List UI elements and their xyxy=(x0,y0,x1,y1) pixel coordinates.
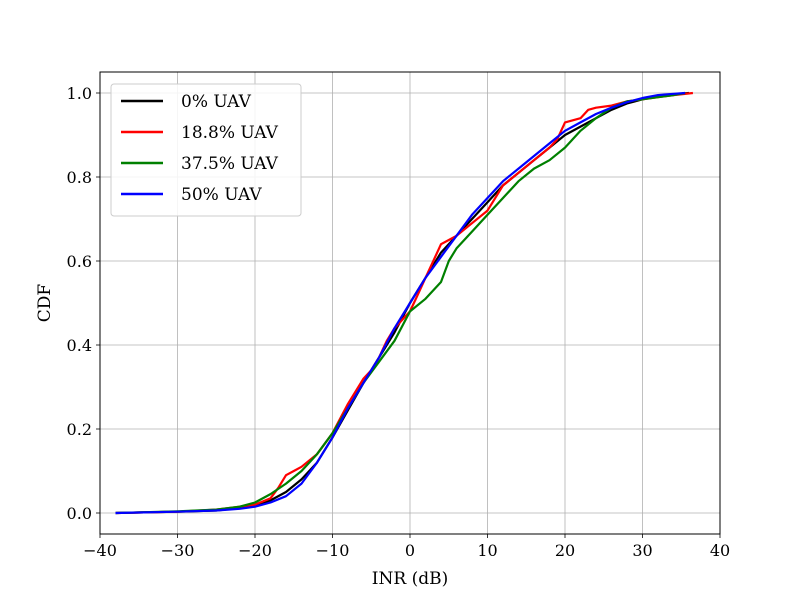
y-tick-label: 0.0 xyxy=(67,504,92,523)
legend-label: 0% UAV xyxy=(181,92,252,112)
y-tick-label: 0.8 xyxy=(67,168,92,187)
y-tick-label: 0.6 xyxy=(67,252,92,271)
legend-label: 50% UAV xyxy=(181,185,262,205)
x-tick-label: 30 xyxy=(632,541,652,560)
x-axis-label: INR (dB) xyxy=(372,569,448,589)
x-tick-label: −30 xyxy=(161,541,195,560)
y-axis-label: CDF xyxy=(35,284,55,323)
series-layer xyxy=(115,91,694,515)
legend-box xyxy=(110,83,302,217)
x-tick-label: −20 xyxy=(238,541,272,560)
series-line-3 xyxy=(115,91,686,515)
x-tick-label: 0 xyxy=(405,541,415,560)
series-line-2 xyxy=(115,91,686,515)
legend: 0% UAV 18.8% UAV 37.5% UAV 50% UAV xyxy=(110,83,302,217)
x-tick-label: −10 xyxy=(316,541,350,560)
series-line-0 xyxy=(115,91,690,515)
y-tick-label: 0.2 xyxy=(67,420,92,439)
legend-label: 18.8% UAV xyxy=(181,123,279,143)
ticks: −40 −30 −20 −10 0 10 20 30 40 0.0 0.2 0.4 0.6 0.8 1.0 xyxy=(67,84,731,560)
y-tick-label: 0.4 xyxy=(67,336,92,355)
x-tick-label: 40 xyxy=(710,541,730,560)
y-tick-label: 1.0 xyxy=(67,84,92,103)
x-tick-label: 20 xyxy=(555,541,575,560)
x-tick-label: −40 xyxy=(83,541,117,560)
legend-label: 37.5% UAV xyxy=(181,154,279,174)
x-tick-label: 10 xyxy=(477,541,497,560)
